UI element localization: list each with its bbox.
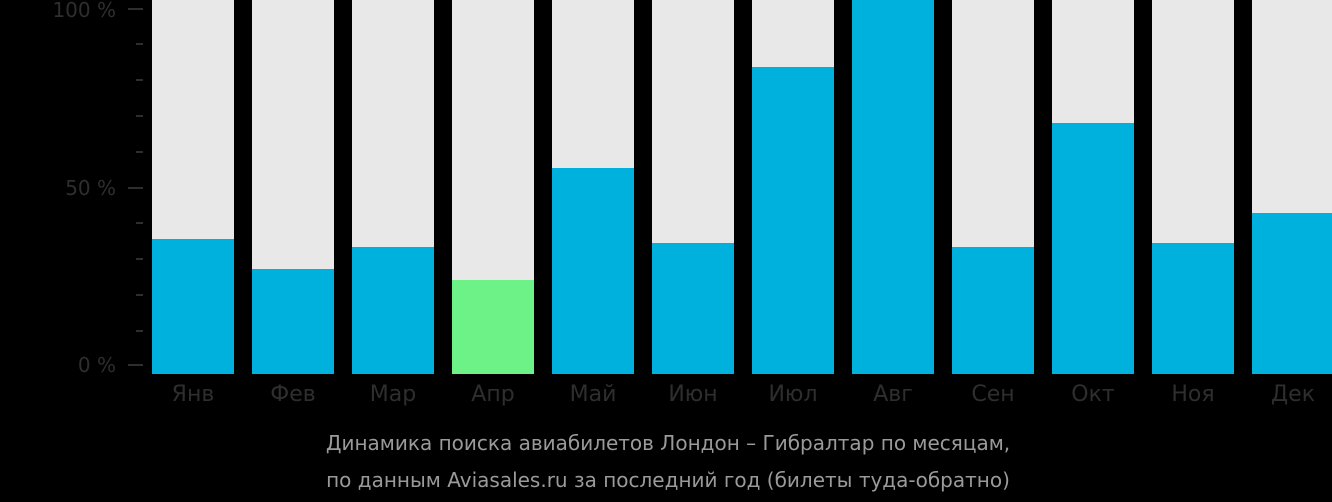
x-label: Авг: [873, 382, 913, 407]
bar-value: [952, 247, 1034, 374]
bar-3: [352, 0, 434, 374]
bar-value: [1252, 213, 1332, 374]
x-label: Фев: [270, 382, 316, 407]
x-label: Ноя: [1171, 382, 1215, 407]
bar-7: [752, 0, 834, 374]
bar-value: [552, 168, 634, 374]
y-tick-major: [128, 364, 143, 366]
y-tick-major: [128, 187, 143, 189]
bar-6: [652, 0, 734, 374]
x-label: Апр: [471, 382, 515, 407]
bar-2: [252, 0, 334, 374]
x-label: Июл: [768, 382, 818, 407]
bar-value: [1052, 123, 1134, 374]
y-tick-minor: [136, 115, 143, 117]
x-label: Окт: [1071, 382, 1115, 407]
bar-value: [252, 269, 334, 374]
y-tick-minor: [136, 330, 143, 332]
bar-value: [652, 243, 734, 374]
x-label: Май: [569, 382, 617, 407]
x-label: Июн: [668, 382, 718, 407]
y-tick-minor: [136, 79, 143, 81]
y-tick-minor: [136, 151, 143, 153]
bar-value: [452, 280, 534, 374]
bar-1: [152, 0, 234, 374]
y-label-50: 50 %: [65, 176, 116, 200]
bar-4: [452, 0, 534, 374]
y-label-100: 100 %: [52, 0, 116, 22]
bar-10: [1052, 0, 1134, 374]
bar-8: [852, 0, 934, 374]
y-label-0: 0 %: [77, 353, 116, 377]
y-tick-minor: [136, 258, 143, 260]
bar-value: [852, 0, 934, 374]
x-label: Мар: [369, 382, 417, 407]
bar-11: [1152, 0, 1234, 374]
y-tick-minor: [136, 294, 143, 296]
bar-value: [752, 67, 834, 374]
bar-value: [352, 247, 434, 374]
y-tick-minor: [136, 222, 143, 224]
bar-value: [1152, 243, 1234, 374]
x-label: Янв: [171, 382, 215, 407]
bar-9: [952, 0, 1034, 374]
chart-caption-line2: по данным Aviasales.ru за последний год …: [326, 468, 1010, 492]
y-tick-major: [128, 8, 143, 10]
bar-12: [1252, 0, 1332, 374]
bar-value: [152, 239, 234, 374]
y-tick-minor: [136, 43, 143, 45]
x-label: Сен: [971, 382, 1015, 407]
chart-caption-line1: Динамика поиска авиабилетов Лондон – Гиб…: [325, 431, 1011, 455]
x-label: Дек: [1270, 382, 1315, 407]
bar-5: [552, 0, 634, 374]
